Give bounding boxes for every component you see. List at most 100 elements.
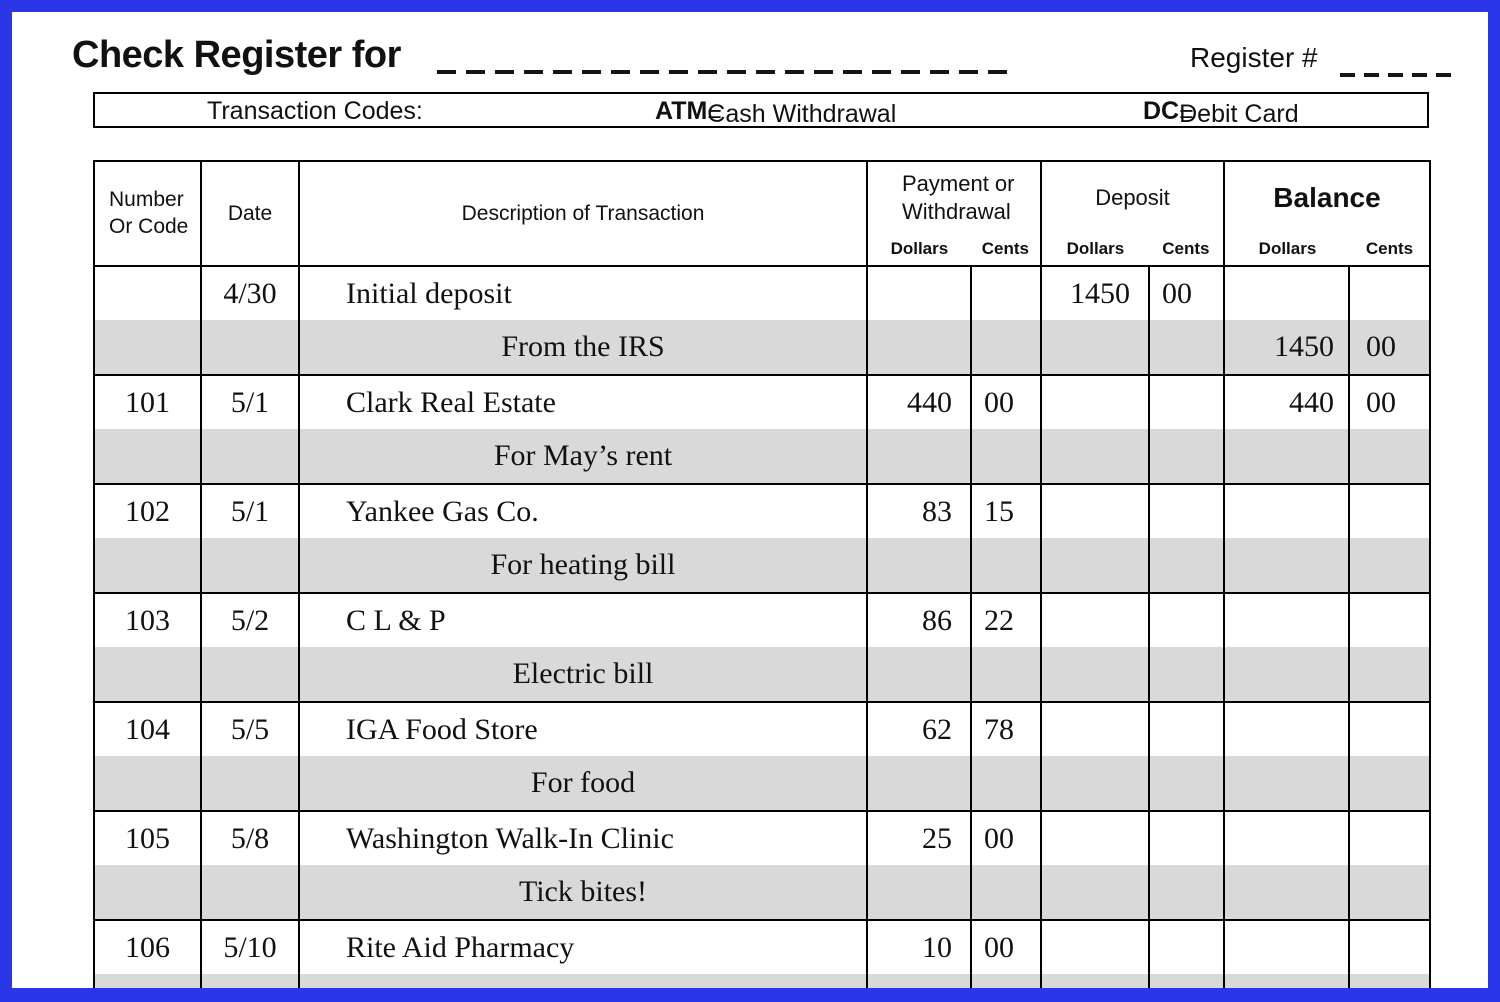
cell-balance-cents xyxy=(1350,865,1429,919)
table-body: 4/30 Initial deposit 1450 00 From the IR… xyxy=(95,267,1429,988)
cell-deposit-cents xyxy=(1150,921,1225,974)
cell-payment-cents: 00 xyxy=(972,921,1042,974)
transaction-entry-line: 105 5/8 Washington Walk-In Clinic 25 00 xyxy=(95,812,1429,865)
cell-date-blank xyxy=(202,756,300,810)
cell-date: 5/5 xyxy=(202,703,300,756)
header-payment-withdrawal: Payment or Withdrawal Dollars Cents xyxy=(868,162,1042,265)
cell-deposit-dollars xyxy=(1042,376,1150,429)
cell-balance-cents xyxy=(1350,703,1429,756)
cell-balance-cents xyxy=(1350,485,1429,538)
header-deposit-dollars: Dollars xyxy=(1066,239,1125,258)
cell-balance-dollars: 1450 xyxy=(1225,320,1350,374)
table-row: 4/30 Initial deposit 1450 00 From the IR… xyxy=(95,267,1429,376)
code-dc-abbr: DC xyxy=(1143,97,1180,125)
code-atm: ATM = Cash Withdrawal xyxy=(655,97,896,128)
cell-deposit-dollars: 1450 xyxy=(1042,267,1150,320)
cell-deposit-cents-blank xyxy=(1150,756,1225,810)
cell-payment-cents: 22 xyxy=(972,594,1042,647)
cell-date-blank xyxy=(202,974,300,988)
cell-payment-cents-blank xyxy=(972,647,1042,701)
cell-deposit-dollars xyxy=(1042,485,1150,538)
table-header-row: Number Or Code Date Description of Transa… xyxy=(95,162,1429,267)
header-number-or-code: Number Or Code xyxy=(95,162,202,265)
cell-deposit-dollars xyxy=(1042,812,1150,865)
cell-number: 103 xyxy=(95,594,202,647)
table-row: 106 5/10 Rite Aid Pharmacy 10 00 Bandage… xyxy=(95,921,1429,988)
cell-balance-dollars xyxy=(1225,594,1350,647)
cell-balance-dollars xyxy=(1225,647,1350,701)
cell-payment-dollars-blank xyxy=(868,647,972,701)
transaction-entry-line: 106 5/10 Rite Aid Pharmacy 10 00 xyxy=(95,921,1429,974)
cell-number: 104 xyxy=(95,703,202,756)
cell-number-blank xyxy=(95,429,202,483)
table-row: 101 5/1 Clark Real Estate 440 00 440 00 … xyxy=(95,376,1429,485)
header-date: Date xyxy=(202,162,300,265)
cell-balance-cents xyxy=(1350,921,1429,974)
cell-memo: For May’s rent xyxy=(300,429,868,483)
cell-balance-cents xyxy=(1350,429,1429,483)
cell-deposit-cents-blank xyxy=(1150,320,1225,374)
cell-date-blank xyxy=(202,865,300,919)
table-row: 105 5/8 Washington Walk-In Clinic 25 00 … xyxy=(95,812,1429,921)
header-description: Description of Transaction xyxy=(300,162,868,265)
cell-number-blank xyxy=(95,974,202,988)
transaction-entry-line: 103 5/2 C L & P 86 22 xyxy=(95,594,1429,647)
cell-deposit-dollars-blank xyxy=(1042,974,1150,988)
transaction-memo-line: For heating bill xyxy=(95,538,1429,592)
cell-number-blank xyxy=(95,320,202,374)
header-balance-cents: Cents xyxy=(1365,239,1414,258)
cell-balance-cents xyxy=(1350,756,1429,810)
cell-description: C L & P xyxy=(300,594,868,647)
cell-number-blank xyxy=(95,865,202,919)
equals-separator: = xyxy=(707,100,722,128)
cell-memo: Tick bites! xyxy=(300,865,868,919)
transaction-memo-line: Tick bites! xyxy=(95,865,1429,919)
cell-deposit-cents-blank xyxy=(1150,429,1225,483)
cell-payment-dollars: 10 xyxy=(868,921,972,974)
cell-deposit-cents xyxy=(1150,376,1225,429)
table-row: 103 5/2 C L & P 86 22 Electric bill xyxy=(95,594,1429,703)
header-deposit-cents: Cents xyxy=(1162,239,1210,258)
cell-memo: Bandages and neosporin xyxy=(300,974,868,988)
cell-description: Clark Real Estate xyxy=(300,376,868,429)
cell-number xyxy=(95,267,202,320)
cell-date-blank xyxy=(202,647,300,701)
cell-deposit-cents: 00 xyxy=(1150,267,1225,320)
header-deposit: Deposit Dollars Cents xyxy=(1042,162,1225,265)
code-atm-abbr: ATM xyxy=(655,97,708,125)
cell-payment-cents: 15 xyxy=(972,485,1042,538)
cell-description: Washington Walk-In Clinic xyxy=(300,812,868,865)
transaction-codes-box: Transaction Codes: ATM = Cash Withdrawal… xyxy=(93,92,1429,128)
cell-date: 5/1 xyxy=(202,485,300,538)
transaction-entry-line: 4/30 Initial deposit 1450 00 xyxy=(95,267,1429,320)
cell-deposit-cents-blank xyxy=(1150,865,1225,919)
cell-balance-dollars xyxy=(1225,267,1350,320)
cell-description: Rite Aid Pharmacy xyxy=(300,921,868,974)
cell-payment-cents xyxy=(972,267,1042,320)
cell-payment-dollars xyxy=(868,267,972,320)
header-number-line2: Or Code xyxy=(109,214,189,238)
cell-payment-cents-blank xyxy=(972,538,1042,592)
header-balance: Balance Dollars Cents xyxy=(1225,162,1429,265)
cell-memo: For food xyxy=(300,756,868,810)
cell-deposit-cents-blank xyxy=(1150,647,1225,701)
cell-balance-dollars xyxy=(1225,921,1350,974)
transaction-memo-line: Electric bill xyxy=(95,647,1429,701)
cell-balance-dollars xyxy=(1225,485,1350,538)
cell-date: 5/2 xyxy=(202,594,300,647)
cell-deposit-dollars-blank xyxy=(1042,320,1150,374)
transaction-codes-label: Transaction Codes: xyxy=(207,97,423,125)
cell-deposit-dollars-blank xyxy=(1042,538,1150,592)
cell-payment-dollars: 440 xyxy=(868,376,972,429)
cell-balance-cents xyxy=(1350,647,1429,701)
cell-payment-dollars-blank xyxy=(868,865,972,919)
transaction-entry-line: 101 5/1 Clark Real Estate 440 00 440 00 xyxy=(95,376,1429,429)
cell-description: Initial deposit xyxy=(300,267,868,320)
cell-payment-cents-blank xyxy=(972,320,1042,374)
cell-deposit-cents xyxy=(1150,703,1225,756)
cell-payment-cents-blank xyxy=(972,865,1042,919)
cell-description: Yankee Gas Co. xyxy=(300,485,868,538)
cell-date: 5/8 xyxy=(202,812,300,865)
cell-deposit-cents xyxy=(1150,485,1225,538)
